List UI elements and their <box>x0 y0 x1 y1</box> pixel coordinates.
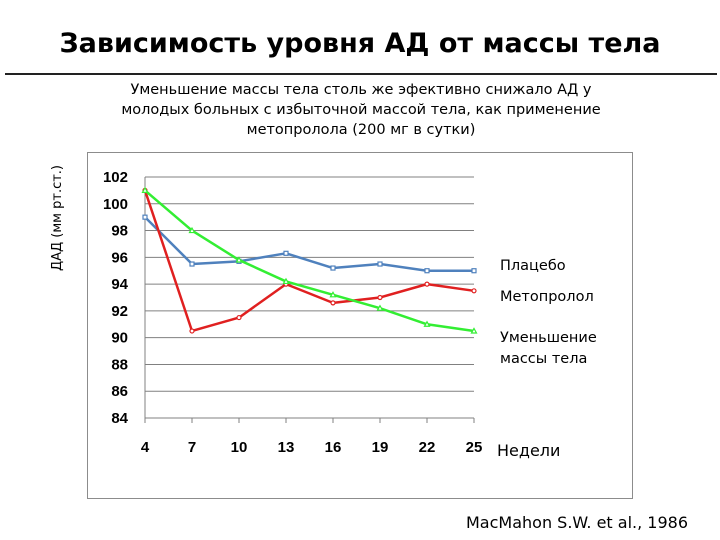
data-point-placebo <box>330 265 336 271</box>
chart-frame <box>87 152 633 499</box>
legend-weight-loss: Уменьшение массы тела <box>500 330 597 367</box>
data-point-weight-loss <box>141 186 149 193</box>
series-line-weight-loss <box>144 189 475 333</box>
x-tick-label: 22 <box>419 439 436 456</box>
y-tick-label: 88 <box>111 356 128 373</box>
x-tick-label: 16 <box>325 439 342 456</box>
y-tick-label: 92 <box>111 303 128 320</box>
data-point-metoprolol <box>377 294 383 301</box>
series-line-placebo <box>144 216 474 272</box>
y-tick-label: 98 <box>111 223 128 240</box>
chart-subtitle: Уменьшение массы тела столь же эфективно… <box>121 82 601 138</box>
data-point-placebo <box>424 268 430 274</box>
x-tick-label: 10 <box>231 439 248 456</box>
y-tick-label: 94 <box>111 276 128 293</box>
data-point-metoprolol <box>424 281 430 287</box>
x-tick-label: 13 <box>278 439 295 456</box>
y-tick-label: 96 <box>111 249 128 266</box>
data-point-weight-loss <box>282 277 290 285</box>
y-tick-label: 100 <box>103 196 128 213</box>
x-tick-label: 19 <box>372 439 389 456</box>
slide-title: Зависимость уровня АД от массы тела <box>59 28 661 59</box>
data-point-weight-loss <box>329 291 337 298</box>
data-point-metoprolol <box>189 328 195 334</box>
citation: MacMahon S.W. et al., 1986 <box>466 513 688 532</box>
x-tick-label: 25 <box>466 439 483 456</box>
series-line-metoprolol <box>143 189 475 333</box>
data-point-weight-loss <box>376 304 384 311</box>
data-point-weight-loss <box>188 226 196 234</box>
legend-placebo: Плацебо <box>500 258 566 274</box>
data-point-metoprolol <box>330 300 336 306</box>
legend-metoprolol: Метопролол <box>500 289 594 305</box>
data-point-placebo <box>471 268 477 274</box>
data-point-placebo <box>283 250 289 256</box>
data-point-placebo <box>189 261 195 267</box>
data-point-placebo <box>142 214 148 220</box>
title-divider <box>5 73 717 75</box>
data-point-weight-loss <box>235 256 243 263</box>
x-axis-unit: Недели <box>497 441 561 460</box>
y-tick-label: 84 <box>111 410 128 427</box>
data-point-placebo <box>377 261 383 267</box>
data-point-metoprolol <box>471 288 477 294</box>
x-tick-label: 4 <box>141 439 150 456</box>
data-point-weight-loss <box>470 327 478 334</box>
y-tick-label: 90 <box>111 330 128 347</box>
data-point-metoprolol <box>236 314 242 321</box>
y-tick-label: 86 <box>111 383 128 400</box>
data-point-weight-loss <box>423 320 431 327</box>
x-tick-label: 7 <box>188 439 196 456</box>
y-tick-label: 102 <box>103 169 128 186</box>
